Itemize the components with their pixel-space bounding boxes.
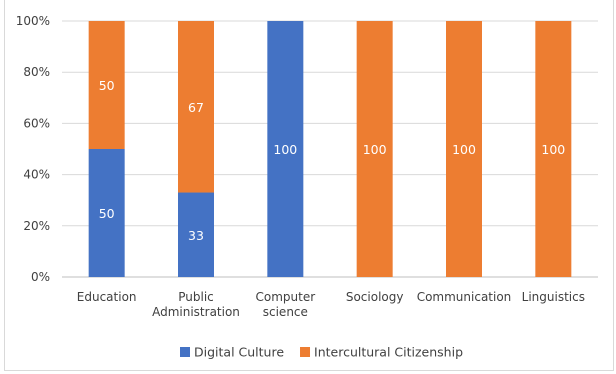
bar-segment [356,21,393,277]
y-tick-label: 20% [23,219,50,233]
bar-segment [88,21,125,149]
data-label: 100 [541,142,565,157]
data-labels: 50 50 33 67 100 100 100 100 [99,78,566,243]
legend-swatch [180,347,190,357]
bar-segment [535,21,572,277]
legend-label: Intercultural Citizenship [314,345,463,360]
bar-segment [267,21,304,277]
legend: Digital Culture Intercultural Citizenship [180,345,463,360]
bar-segment [446,21,482,277]
data-label: 100 [363,142,387,157]
y-tick-label: 80% [23,65,50,79]
bar-segment [178,192,214,277]
bars [88,21,572,277]
data-label: 33 [188,228,204,243]
y-tick-label: 100% [16,14,50,28]
category-label: Education [77,290,137,304]
data-label: 50 [99,78,115,93]
bar-segment [178,21,214,193]
y-tick-label: 40% [23,168,50,182]
category-label: Public Administration [152,290,240,319]
bar-segment [88,149,125,277]
legend-swatch [300,347,311,357]
category-label: Linguistics [522,290,585,304]
legend-label: Digital Culture [194,345,284,360]
data-label: 100 [273,142,297,157]
category-label: Computer science [256,290,316,319]
y-axis-ticks: 0% 20% 40% 60% 80% 100% [16,14,50,284]
chart-frame [4,0,614,371]
data-label: 100 [452,142,476,157]
y-tick-label: 60% [23,116,50,130]
data-label: 67 [188,100,204,115]
category-label: Sociology [346,290,404,304]
x-axis-categories: Education Public Administration Computer sci… [77,290,585,319]
y-tick-label: 0% [31,270,50,284]
data-label: 50 [99,206,115,221]
gridlines [62,20,598,278]
category-label: Communication [417,290,512,304]
